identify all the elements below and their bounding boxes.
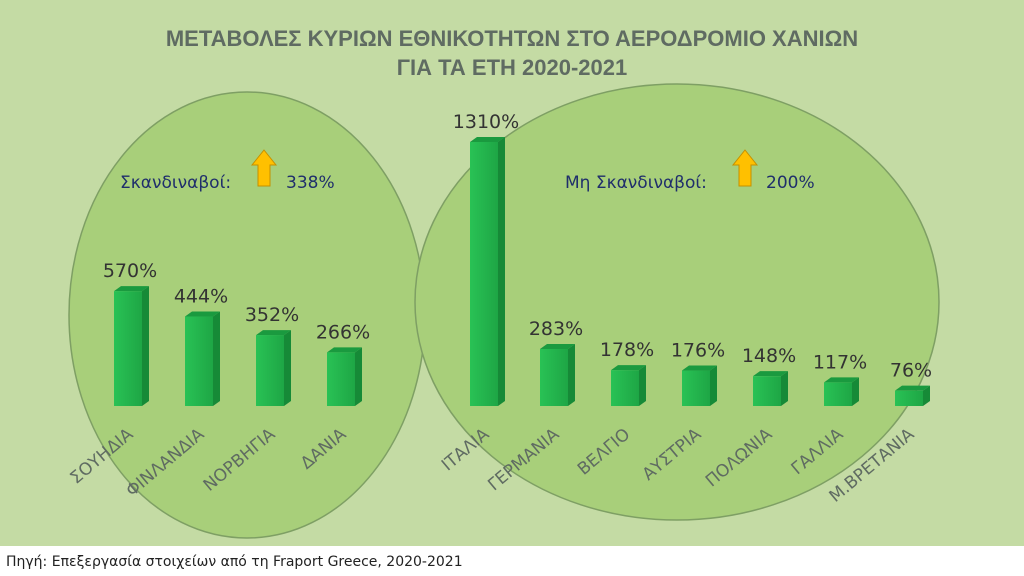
bar-side (213, 311, 220, 406)
bar-σουηδια (114, 286, 149, 406)
bar-front (895, 390, 923, 406)
bar-side (781, 371, 788, 406)
value-label: 352% (245, 304, 299, 326)
bar-top (753, 371, 788, 377)
bar-ιταλια (470, 137, 505, 406)
bar-φινλανδια (185, 311, 220, 406)
group-annotation-scandinavian: Σκανδιναβοί: 338% (120, 149, 335, 193)
bar-top (256, 330, 291, 336)
value-label: 444% (174, 286, 228, 308)
bar-αυστρια (682, 365, 717, 406)
bar-γαλλια (824, 377, 859, 406)
value-label: 76% (890, 360, 932, 382)
bar-front (824, 382, 852, 406)
bar-top (682, 365, 717, 371)
group-value-non-scandinavian: 200% (766, 173, 815, 193)
bar-γερμανια (540, 343, 575, 406)
bar-front (753, 376, 781, 406)
bar-front (682, 370, 710, 406)
bar-top (470, 137, 505, 142)
arrow-up-icon (731, 149, 759, 187)
bar-front (327, 352, 355, 406)
bar-νορβηγια (256, 330, 291, 406)
bar-top (611, 365, 646, 371)
bar-top (824, 377, 859, 383)
bar-βελγιο (611, 365, 646, 406)
bar-side (498, 137, 505, 406)
value-label: 266% (316, 321, 370, 343)
bar-front (611, 370, 639, 406)
value-label: 117% (813, 351, 867, 373)
bar-top (114, 286, 149, 292)
bar-front (185, 316, 213, 406)
group-label-non-scandinavian: Μη Σκανδιναβοί: (565, 173, 707, 193)
bar-top (185, 311, 220, 317)
group-value-scandinavian: 338% (286, 173, 335, 193)
bar-side (142, 286, 149, 406)
bar-top (327, 347, 362, 353)
bar-side (710, 365, 717, 406)
group-label-scandinavian: Σκανδιναβοί: (120, 173, 231, 193)
bar-πολωνια (753, 371, 788, 406)
bar-front (114, 291, 142, 406)
chart-title-line-2: ΓΙΑ ΤΑ ΕΤΗ 2020-2021 (397, 55, 627, 80)
source-note: Πηγή: Επεξεργασία στοιχείων από τη Frapo… (6, 554, 463, 570)
bar-side (568, 343, 575, 406)
non-scandinavian-ellipse (414, 83, 940, 521)
bar-δανια (327, 347, 362, 406)
bar-front (470, 142, 498, 406)
bar-side (355, 347, 362, 406)
group-annotation-non-scandinavian: Μη Σκανδιναβοί: 200% (565, 149, 815, 193)
value-label: 178% (600, 339, 654, 361)
bar-top (895, 385, 930, 391)
chart-title-line-1: ΜΕΤΑΒΟΛΕΣ ΚΥΡΙΩΝ ΕΘΝΙΚΟΤΗΤΩΝ ΣΤΟ ΑΕΡΟΔΡΟ… (166, 26, 858, 51)
bar-front (256, 335, 284, 406)
bar-μ-βρετανια (895, 385, 930, 406)
value-label: 176% (671, 340, 725, 362)
value-label: 570% (103, 260, 157, 282)
bar-side (639, 365, 646, 406)
bar-side (852, 377, 859, 406)
value-label: 1310% (453, 111, 519, 133)
bar-side (284, 330, 291, 406)
arrow-up-icon (250, 149, 278, 187)
value-label: 283% (529, 318, 583, 340)
bar-side (923, 385, 930, 406)
value-label: 148% (742, 345, 796, 367)
bar-top (540, 343, 575, 349)
bar-front (540, 348, 568, 406)
